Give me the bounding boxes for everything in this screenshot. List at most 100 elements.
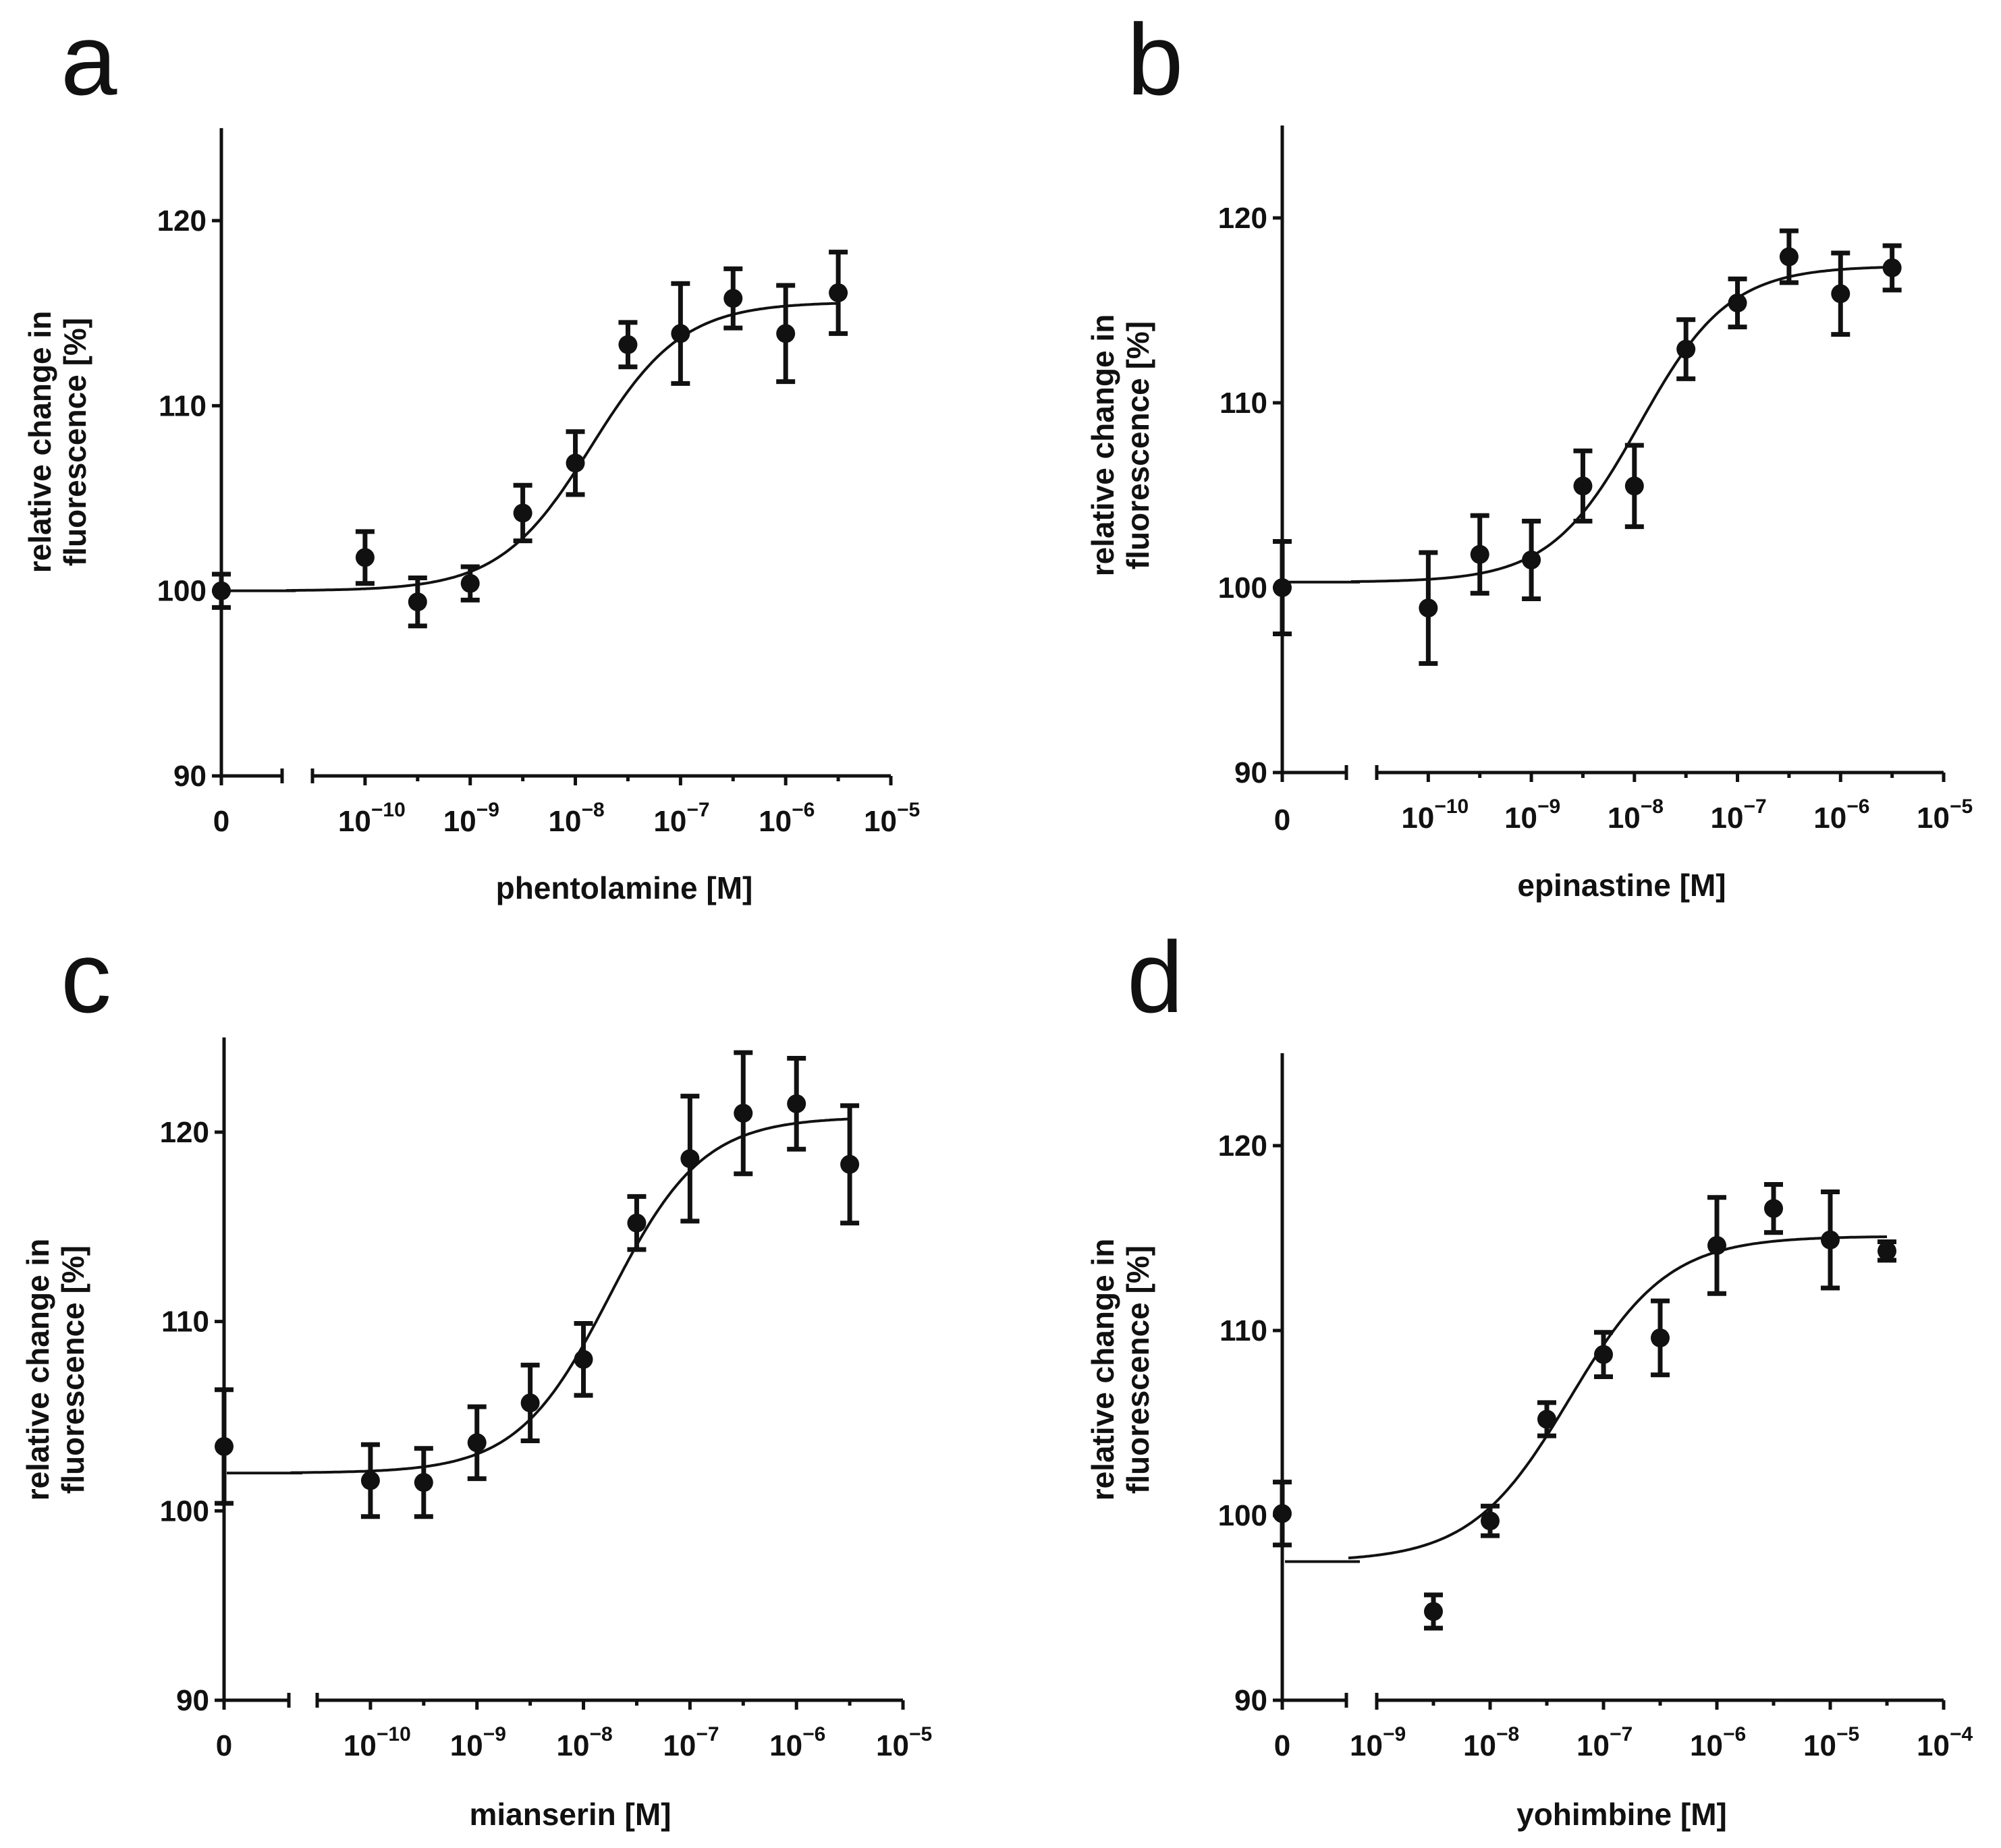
x-tick-label: 10−6 <box>1690 1723 1746 1762</box>
x-ticks-c: 10−10 10−9 10−8 10−7 10−6 10−5 <box>344 1723 932 1762</box>
data-point <box>1573 476 1593 496</box>
y-axis-title-a-line2: fluorescence [%] <box>57 318 92 566</box>
data-point <box>566 453 585 473</box>
plot-marks-c <box>215 1037 905 1710</box>
panel-letter-d: d <box>1127 920 1183 1034</box>
x-tick-label: 10−5 <box>1917 795 1973 835</box>
x-tick-label: 10−7 <box>653 799 709 838</box>
data-point-zero <box>1273 578 1292 597</box>
data-point <box>1676 339 1696 359</box>
plot-marks-d <box>1273 1053 1946 1710</box>
y-axis-title-d-line1: relative change in <box>1085 1239 1120 1501</box>
y-tick-label: 110 <box>1219 1314 1267 1347</box>
data-point <box>829 283 848 302</box>
data-point <box>1481 1511 1500 1531</box>
x-axis-title-c: mianserin [M] <box>469 1797 671 1832</box>
panel-a: a phentolamine [M] relative change in fl… <box>22 3 920 905</box>
y-tick-label: 90 <box>176 1684 209 1717</box>
data-point <box>1522 550 1541 569</box>
y-tick-label: 110 <box>161 1306 209 1339</box>
fit-curve <box>1348 1235 1888 1560</box>
data-point <box>1764 1199 1783 1219</box>
data-point <box>1537 1409 1556 1429</box>
x-tick-label: 10−8 <box>1608 795 1664 835</box>
x-tick-label: 10−4 <box>1917 1723 1973 1762</box>
x-ticks-d: 10−9 10−8 10−7 10−6 10−5 10−4 <box>1350 1723 1973 1762</box>
x-tick-label: 10−8 <box>549 799 605 838</box>
fit-curve <box>290 1117 850 1474</box>
data-point-zero <box>212 581 231 600</box>
data-point <box>671 324 690 343</box>
data-point <box>1470 544 1489 564</box>
plot-marks-a <box>212 128 893 785</box>
data-point <box>680 1149 700 1169</box>
x-tick-zero-a: 0 <box>213 805 229 838</box>
x-ticks-b: 10−10 10−9 10−8 10−7 10−6 10−5 <box>1401 795 1973 835</box>
panel-d: d yohimbine [M] relative change in fluor… <box>1085 920 1973 1832</box>
data-point <box>1831 284 1851 304</box>
data-point <box>1707 1235 1726 1255</box>
data-point <box>734 1103 753 1123</box>
data-point <box>1882 258 1902 277</box>
data-point <box>1877 1241 1896 1261</box>
panel-letter-c: c <box>61 920 111 1034</box>
y-ticks-d: 90 100 110 120 <box>1218 1129 1267 1717</box>
y-tick-label: 100 <box>1218 1499 1267 1532</box>
x-tick-label: 10−10 <box>338 799 406 838</box>
x-tick-label: 10−7 <box>663 1723 719 1762</box>
panel-c: c mianserin [M] relative change in fluor… <box>20 920 932 1832</box>
y-tick-label: 100 <box>157 575 207 608</box>
data-point <box>460 573 480 593</box>
plot-marks-b <box>1273 125 1946 782</box>
x-axis-title-b: epinastine [M] <box>1517 868 1726 903</box>
x-tick-zero-b: 0 <box>1274 804 1290 837</box>
fit-curve <box>286 302 839 592</box>
fit-curve <box>1350 265 1892 583</box>
data-point <box>574 1349 593 1369</box>
data-point <box>1594 1345 1613 1364</box>
x-tick-label: 10−5 <box>876 1723 932 1762</box>
y-axis-title-c-line1: relative change in <box>20 1239 55 1501</box>
x-tick-label: 10−9 <box>443 799 499 838</box>
data-point <box>1624 476 1644 496</box>
data-point <box>1728 293 1747 313</box>
y-tick-label: 110 <box>1219 387 1267 420</box>
y-tick-label: 120 <box>1218 202 1267 235</box>
data-point <box>1651 1328 1670 1347</box>
data-point <box>723 289 743 308</box>
x-tick-label: 10−7 <box>1577 1723 1633 1762</box>
x-tick-label: 10−10 <box>344 1723 411 1762</box>
y-tick-label: 90 <box>1234 1684 1267 1717</box>
x-tick-label: 10−9 <box>1350 1723 1406 1762</box>
x-tick-label: 10−8 <box>1463 1723 1519 1762</box>
x-tick-label: 10−9 <box>1504 795 1560 835</box>
y-tick-label: 120 <box>157 204 207 237</box>
y-tick-label: 110 <box>159 389 207 422</box>
y-axis-title-b-line1: relative change in <box>1085 314 1120 577</box>
data-point <box>513 503 532 523</box>
x-tick-label: 10−7 <box>1711 795 1767 835</box>
y-tick-label: 120 <box>1218 1129 1267 1163</box>
y-tick-label: 90 <box>1234 756 1267 789</box>
x-axis-title-a: phentolamine [M] <box>496 870 753 905</box>
x-tick-label: 10−6 <box>769 1723 825 1762</box>
y-axis-title-d-line2: fluorescence [%] <box>1120 1245 1155 1494</box>
y-ticks-a: 90 100 110 120 <box>157 204 207 793</box>
y-axis-title-c-line2: fluorescence [%] <box>55 1245 90 1494</box>
data-point <box>1419 598 1438 618</box>
panel-letter-a: a <box>61 3 117 116</box>
x-tick-zero-c: 0 <box>216 1729 232 1762</box>
data-point <box>1424 1602 1443 1621</box>
x-tick-label: 10−9 <box>450 1723 506 1762</box>
x-axis-title-d: yohimbine [M] <box>1516 1797 1727 1832</box>
y-axis-title-b-line2: fluorescence [%] <box>1120 321 1155 569</box>
data-point-zero <box>215 1436 234 1456</box>
y-axis-title-a-line1: relative change in <box>22 311 57 573</box>
x-ticks-a: 10−10 10−9 10−8 10−7 10−6 10−5 <box>338 799 920 838</box>
x-tick-label: 10−8 <box>557 1723 613 1762</box>
data-point <box>627 1213 647 1233</box>
y-tick-label: 100 <box>160 1494 209 1528</box>
panel-letter-b: b <box>1127 3 1183 116</box>
x-tick-label: 10−10 <box>1401 795 1469 835</box>
